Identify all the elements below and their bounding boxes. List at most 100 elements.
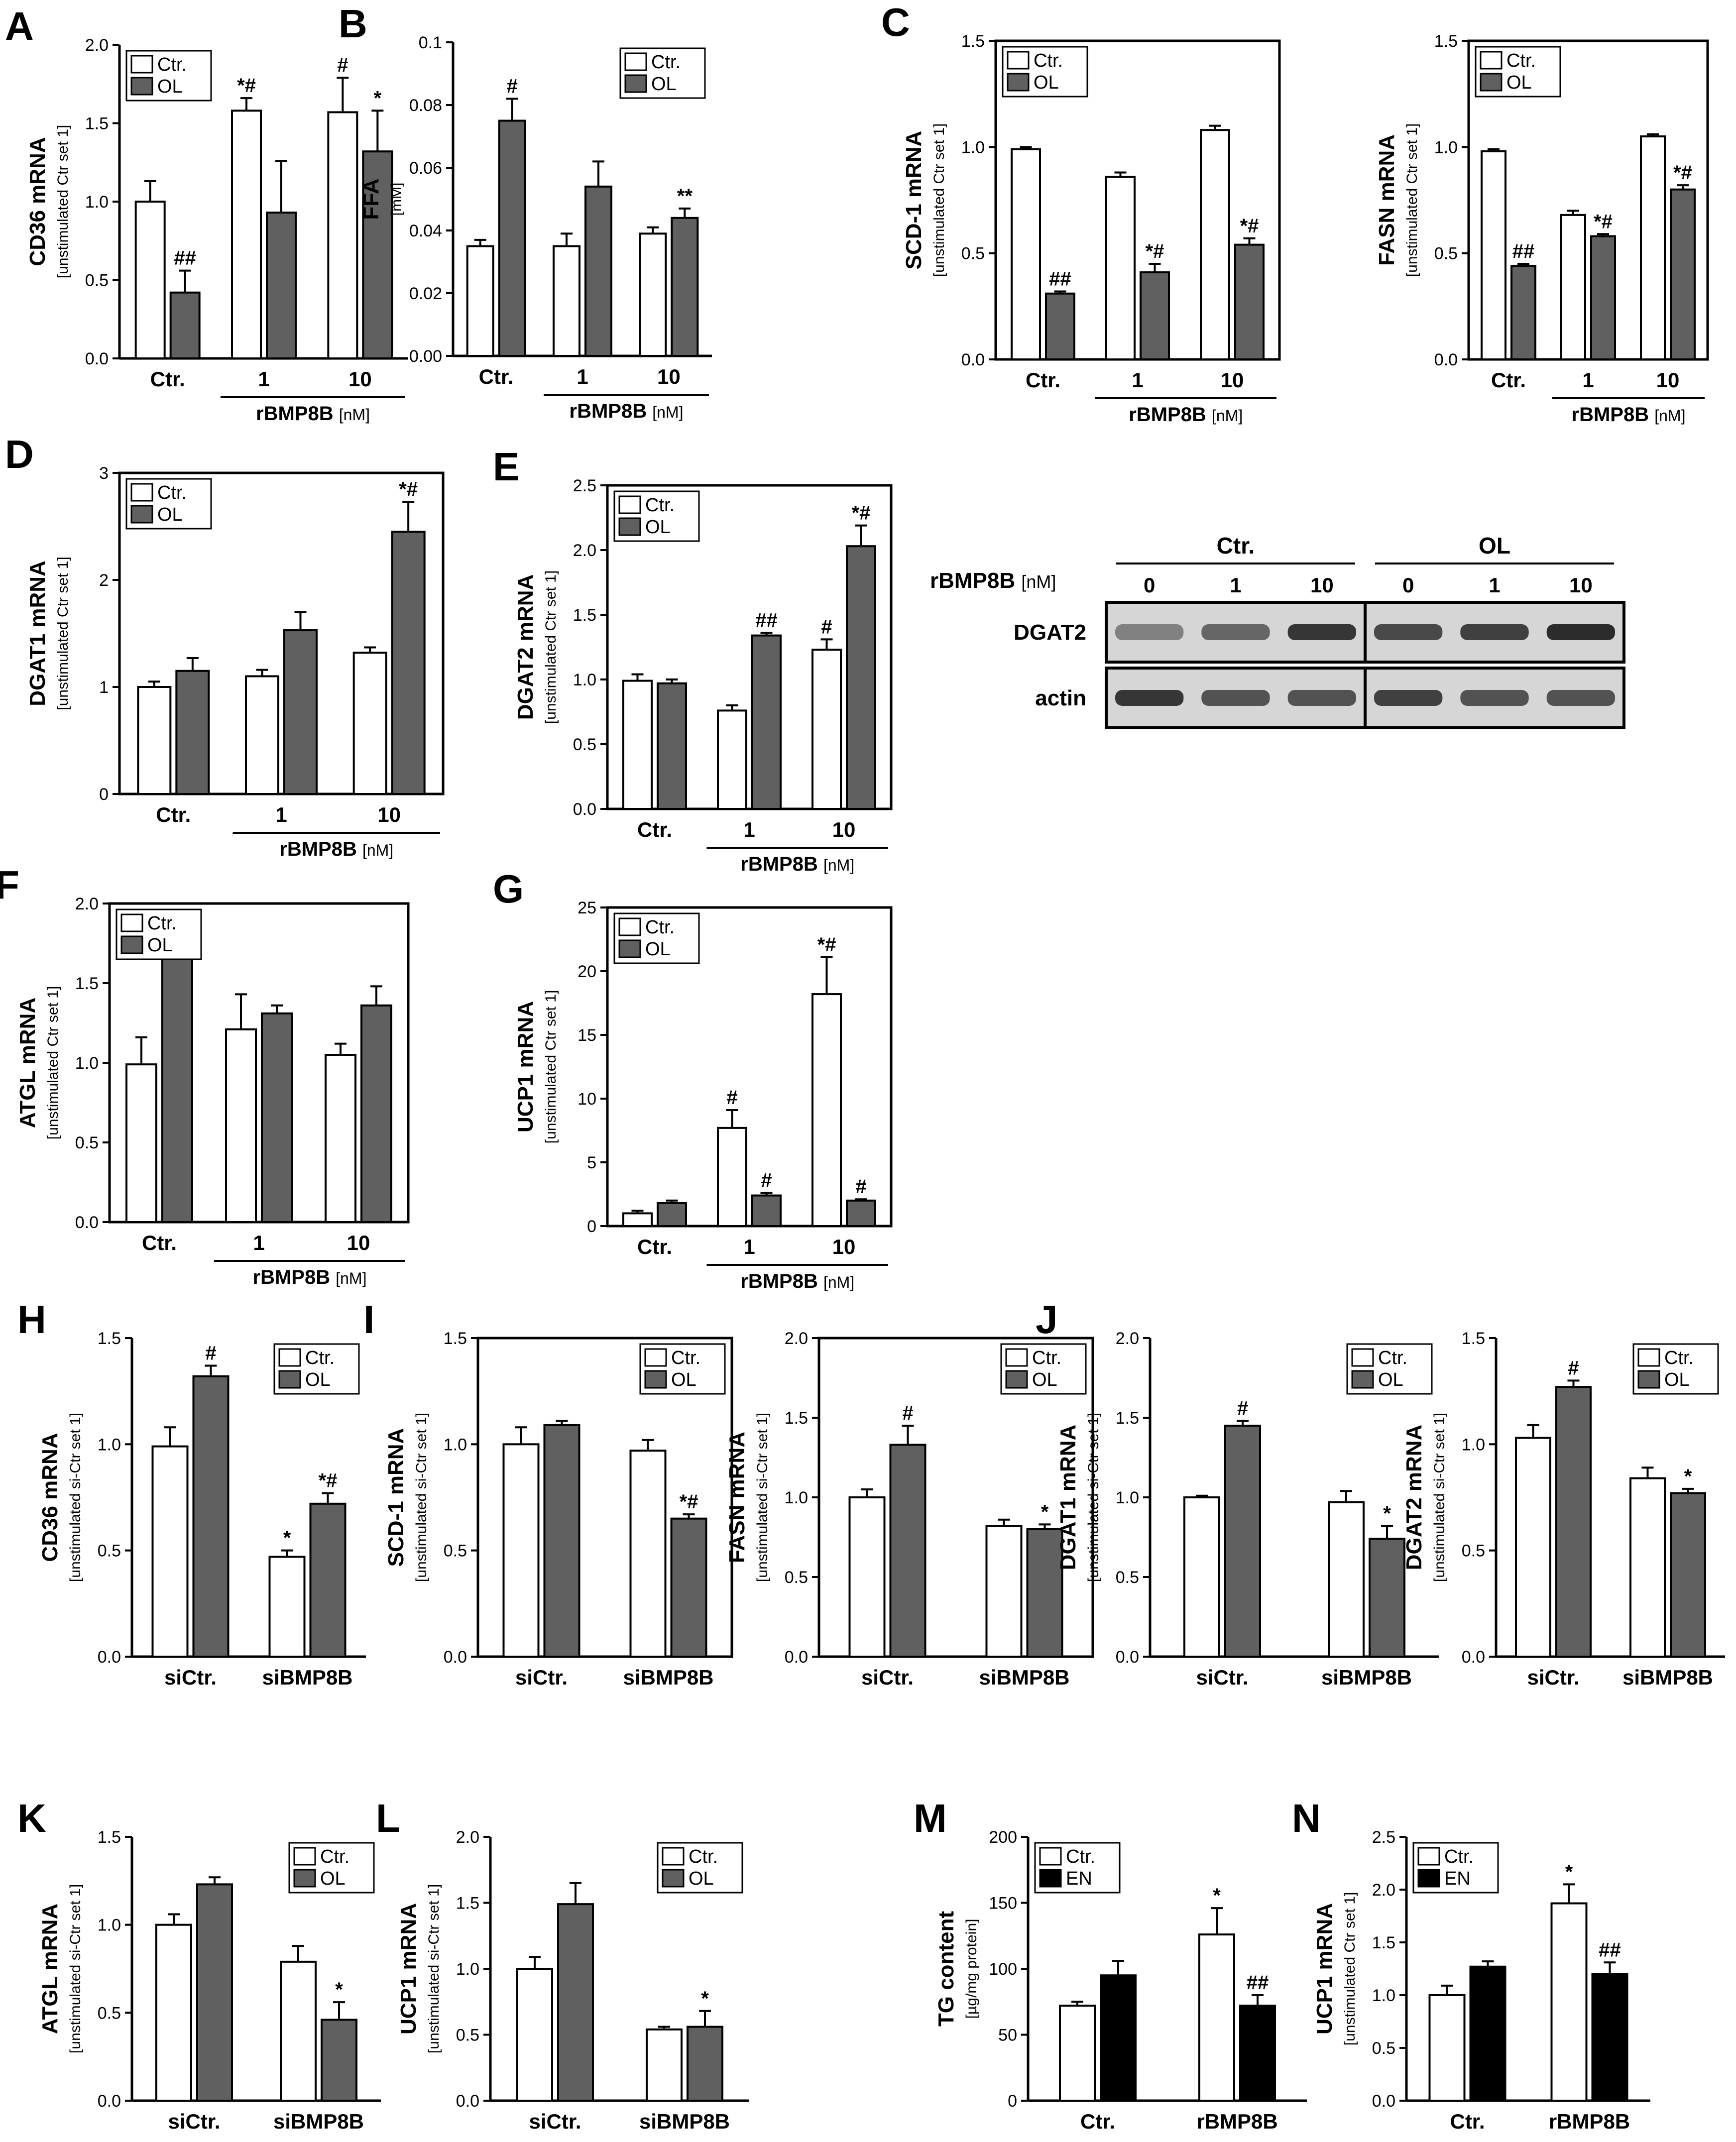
legend-label: Ctr. [305,1348,335,1368]
significance-mark: * [1565,1861,1573,1883]
legend-swatch [130,55,153,74]
legend-label: Ctr. [689,1846,718,1867]
significance-mark: * [1684,1466,1692,1487]
panel-letter: H [17,1297,46,1342]
x-tick-label: Ctr. [142,1231,177,1254]
bar [231,110,262,360]
group-label: rBMP8B [nM] [256,403,370,425]
bar [161,953,193,1223]
y-axis-sublabel: [unstimulated si-Ctr set 1] [754,1413,771,1582]
x-tick-label: siCtr. [1196,1666,1248,1689]
y-tick-label: 1 [99,678,109,697]
legend-label: OL [1034,72,1059,93]
significance-mark: * [701,1988,709,2010]
legend-swatch [1351,1370,1374,1389]
y-tick-label: 0.08 [409,96,442,115]
y-tick-label: 2.5 [1372,1828,1395,1847]
bar [1515,1437,1551,1658]
blot-band [1287,624,1356,640]
group-name: rBMP8B [1129,404,1212,426]
y-tick-label: 0.5 [98,1542,121,1561]
chart-panel-B: 0.00 0.02 0.04 0.06 0.08 0.1 FFA [mM] # Ctr. 1 ** 10… [339,1,712,422]
significance-mark: * [335,1979,343,2001]
panel-letter: E [493,445,519,489]
y-tick-label: 1.5 [98,1828,121,1847]
significance-mark: ## [1512,240,1535,262]
y-tick-label: 2 [99,571,109,590]
bar [1670,188,1696,360]
legend-label: EN [1444,1868,1471,1889]
blot-band [1374,624,1443,640]
legend-swatch [1480,51,1503,70]
bar [352,652,387,795]
significance-mark: ## [1599,1939,1621,1961]
legend-label: OL [147,935,173,956]
y-axis-sublabel: [µg/mg protein] [963,1919,980,2019]
bar [629,1450,667,1658]
y-tick-label: 50 [998,2026,1017,2045]
bar [261,1012,293,1224]
bar [196,1883,233,2102]
bar [245,675,279,795]
legend-swatch [293,1869,316,1888]
plot-frame [118,471,445,795]
y-tick-label: 0.5 [85,271,109,290]
bar [1105,176,1136,360]
y-axis-label: SCD-1 mRNA [902,131,926,270]
x-tick-label: 1 [743,818,755,841]
y-tick-label: 10 [578,1090,596,1109]
significance-mark: # [855,1176,866,1198]
group-name: rBMP8B [570,400,653,422]
legend-swatch [1005,1370,1028,1389]
significance-mark: *# [1240,215,1259,237]
bar [1140,271,1170,360]
bar [321,2019,357,2102]
blot-lane-dose: 1 [1489,573,1500,597]
legend-label: OL [305,1369,331,1390]
y-tick-label: 0.5 [785,1568,808,1587]
bar [751,1194,782,1228]
plot-frame [476,1337,733,1658]
significance-mark: # [726,1087,737,1109]
y-tick-label: 1.5 [456,1894,479,1913]
x-tick-label: siBMP8B [623,1666,713,1689]
y-tick-label: 0.0 [75,1213,99,1232]
bar [362,150,393,359]
y-axis-sublabel: [unstimulated si-Ctr set 1] [67,1884,84,2053]
significance-mark: *# [852,502,871,524]
legend-label: OL [1664,1369,1690,1390]
y-axis-label: ATGL mRNA [38,1904,62,2034]
chart-panel-E: 0.0 0.5 1.0 1.5 2.0 2.5 DGAT2 mRNA [unstimulate… [493,445,893,875]
x-tick-label: siCtr. [164,1666,217,1689]
x-tick-label: siCtr. [529,2110,581,2133]
y-axis-label: UCP1 mRNA [1312,1903,1337,2034]
bar [151,1445,189,1658]
y-tick-label: 2.0 [456,1828,479,1847]
bar [622,1212,653,1227]
legend-swatch [278,1348,301,1367]
y-axis-label: UCP1 mRNA [513,1001,538,1132]
bar [137,686,172,795]
panel-letter: D [5,432,34,476]
y-tick-label: 0.5 [573,735,596,754]
legend-label: Ctr. [645,917,675,938]
bar [811,993,842,1227]
x-tick-label: siCtr. [861,1666,914,1689]
legend-swatch [1637,1348,1660,1367]
significance-mark: # [761,1169,772,1191]
bar [1045,292,1075,360]
y-tick-label: 0.0 [456,2092,479,2111]
y-tick-label: 2.0 [573,541,596,560]
x-tick-label: siCtr. [168,2110,220,2133]
y-tick-label: 0.0 [1434,350,1458,369]
bar [846,1199,876,1228]
plot-frame [606,906,893,1228]
panel-letter: J [1036,1297,1058,1342]
bar [543,1424,580,1658]
x-tick-label: rBMP8B [1549,2110,1630,2133]
bar [268,1556,306,1658]
y-tick-label: 2.0 [85,36,109,55]
legend-label: OL [689,1868,714,1889]
legend-swatch [662,1869,685,1888]
legend-label: Ctr. [671,1348,700,1368]
